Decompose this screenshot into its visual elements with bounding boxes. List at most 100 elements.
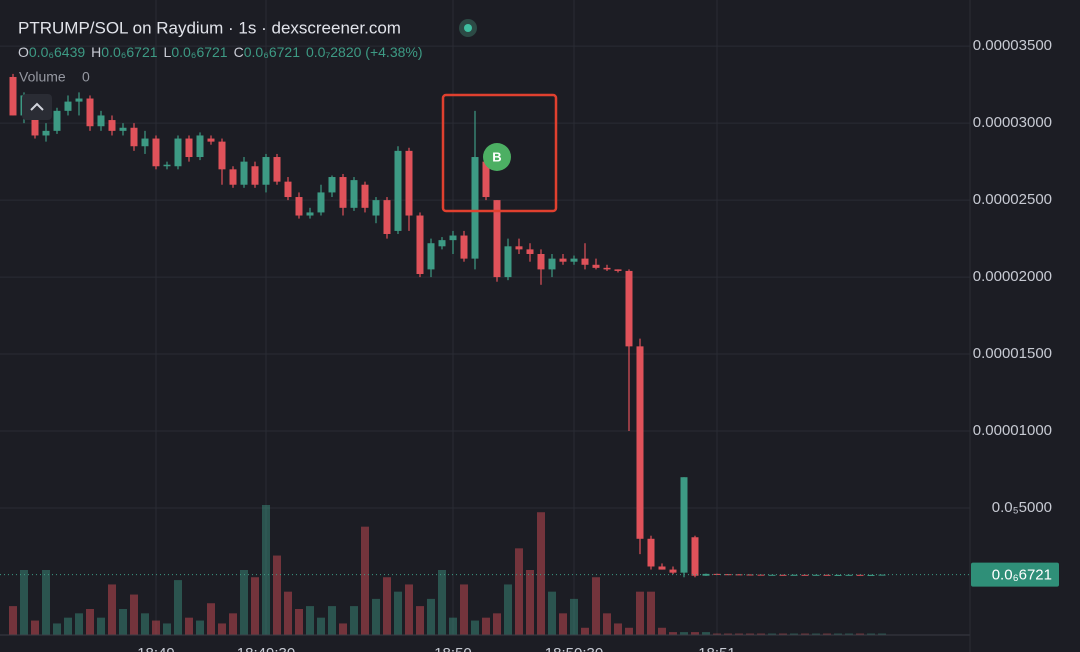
volume-bar xyxy=(790,633,798,635)
candle-body xyxy=(581,258,589,265)
candle-body xyxy=(196,135,204,158)
candle-body xyxy=(108,120,116,131)
candle-body xyxy=(350,180,358,208)
volume-bar xyxy=(262,505,270,635)
candle-body xyxy=(449,235,457,241)
candle-body xyxy=(31,107,39,136)
volume-bar xyxy=(713,633,721,635)
candle-body xyxy=(779,574,787,576)
candle-body xyxy=(823,574,831,576)
candle-body xyxy=(394,150,402,231)
candle-body xyxy=(251,166,259,185)
volume-bar xyxy=(768,633,776,635)
ohlc-value: 0.0₆6721 xyxy=(101,44,157,60)
volume-bar xyxy=(427,598,435,635)
candle-body xyxy=(878,574,886,576)
volume-bar xyxy=(812,633,820,635)
ohlc-value: 0.0₆6439 xyxy=(29,44,85,60)
volume-bar xyxy=(130,594,138,635)
volume-bar xyxy=(504,584,512,635)
candle-body xyxy=(328,177,336,193)
volume-bar xyxy=(141,613,149,635)
candle-body xyxy=(614,269,622,271)
ohlc-key: L xyxy=(164,44,172,60)
volume-bar xyxy=(548,591,556,635)
x-tick-label: 18:50 xyxy=(434,645,472,652)
candle-body xyxy=(757,574,765,576)
volume-value: 0 xyxy=(82,69,90,85)
volume-bar xyxy=(570,598,578,635)
buy-marker-label: B xyxy=(492,149,501,164)
candle-body xyxy=(416,215,424,275)
candle-body xyxy=(130,127,138,147)
volume-bar xyxy=(460,584,468,635)
candle-body xyxy=(735,574,743,576)
last-price-label: 0.0₆6721 xyxy=(992,567,1052,584)
volume-bar xyxy=(361,526,369,635)
volume-bar xyxy=(647,591,655,635)
candle-body xyxy=(53,110,61,131)
volume-bar xyxy=(526,570,534,635)
volume-bar xyxy=(295,609,303,635)
volume-bar xyxy=(405,584,413,635)
candle-body xyxy=(119,127,127,131)
volume-bar xyxy=(625,627,633,635)
volume-bar xyxy=(119,609,127,635)
volume-bar xyxy=(174,580,182,635)
volume-bar xyxy=(251,577,259,635)
volume-bar xyxy=(449,617,457,635)
y-tick-label: 0.00003500 xyxy=(973,37,1052,54)
candle-body xyxy=(42,130,50,136)
candle-body xyxy=(438,240,446,247)
candle-body xyxy=(658,566,666,570)
candle-body xyxy=(383,200,391,234)
candle-body xyxy=(86,98,94,127)
volume-bar xyxy=(328,606,336,635)
volume-bar xyxy=(86,609,94,635)
candle-body xyxy=(64,101,72,111)
volume-bar xyxy=(9,606,17,635)
candle-body xyxy=(834,574,842,576)
volume-bar xyxy=(592,577,600,635)
volume-bar xyxy=(350,606,358,635)
candle-body xyxy=(185,138,193,158)
ohlc-legend: O0.0₆6439 H0.0₆6721 L0.0₆6721 C0.0₆6721 0.0₇… xyxy=(18,44,423,60)
candle-body xyxy=(163,164,171,167)
candle-body xyxy=(669,569,677,573)
candle-body xyxy=(152,138,160,167)
candle-body xyxy=(471,157,479,259)
candle-body xyxy=(790,574,798,576)
volume-bar xyxy=(394,591,402,635)
candle-body xyxy=(460,235,468,259)
candle-body xyxy=(141,138,149,147)
candle-body xyxy=(592,264,600,268)
candle-body xyxy=(801,574,809,576)
candle-body xyxy=(570,258,578,262)
status-dot xyxy=(464,24,472,32)
chart-title: PTRUMP/SOL on Raydium · 1s · dexscreener… xyxy=(18,18,401,37)
volume-bar xyxy=(746,633,754,635)
volume-bar xyxy=(383,577,391,635)
candle-body xyxy=(702,573,710,576)
volume-bar xyxy=(867,633,875,635)
volume-bar xyxy=(471,620,479,635)
volume-bar xyxy=(97,617,105,635)
candle-body xyxy=(174,138,182,167)
volume-bar xyxy=(163,623,171,635)
volume-bar xyxy=(537,512,545,635)
volume-bar xyxy=(779,633,787,635)
volume-bar xyxy=(603,613,611,635)
collapse-icon xyxy=(30,102,44,111)
collapse-button[interactable] xyxy=(22,94,52,120)
candle-body xyxy=(856,574,864,576)
buy-marker xyxy=(483,143,511,171)
volume-bar xyxy=(438,570,446,635)
volume-bar xyxy=(559,613,567,635)
x-tick-label: 18:51 xyxy=(698,645,736,652)
candle-body xyxy=(537,254,545,270)
volume-bar xyxy=(823,633,831,635)
volume-bar xyxy=(878,633,886,635)
candle-body xyxy=(207,138,215,142)
volume-bar xyxy=(108,584,116,635)
